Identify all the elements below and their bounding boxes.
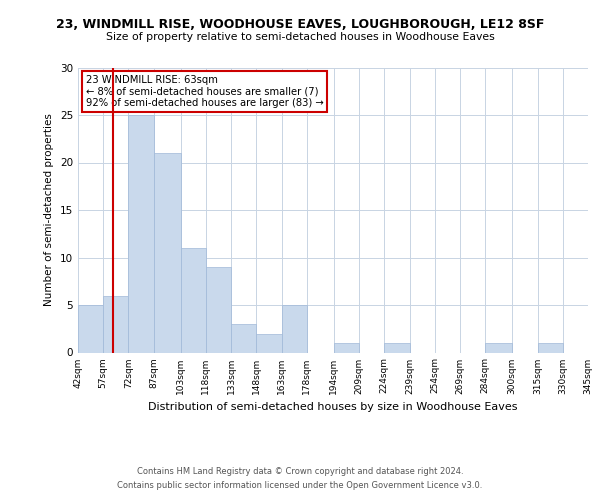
Bar	[206, 267, 231, 352]
Text: 23, WINDMILL RISE, WOODHOUSE EAVES, LOUGHBOROUGH, LE12 8SF: 23, WINDMILL RISE, WOODHOUSE EAVES, LOUG…	[56, 18, 544, 30]
Bar	[538, 343, 563, 352]
X-axis label: Distribution of semi-detached houses by size in Woodhouse Eaves: Distribution of semi-detached houses by …	[148, 402, 518, 412]
Bar	[588, 343, 600, 352]
Text: 23 WINDMILL RISE: 63sqm
← 8% of semi-detached houses are smaller (7)
92% of semi: 23 WINDMILL RISE: 63sqm ← 8% of semi-det…	[86, 74, 323, 108]
Bar	[485, 343, 512, 352]
Text: Size of property relative to semi-detached houses in Woodhouse Eaves: Size of property relative to semi-detach…	[106, 32, 494, 42]
Bar	[334, 343, 359, 352]
Bar	[103, 296, 128, 352]
Bar	[78, 305, 103, 352]
Bar	[281, 305, 307, 352]
Text: Contains public sector information licensed under the Open Government Licence v3: Contains public sector information licen…	[118, 481, 482, 490]
Bar	[385, 343, 410, 352]
Bar	[128, 115, 154, 352]
Bar	[181, 248, 206, 352]
Text: Contains HM Land Registry data © Crown copyright and database right 2024.: Contains HM Land Registry data © Crown c…	[137, 467, 463, 476]
Bar	[231, 324, 256, 352]
Y-axis label: Number of semi-detached properties: Number of semi-detached properties	[44, 114, 55, 306]
Bar	[154, 153, 181, 352]
Bar	[256, 334, 281, 352]
